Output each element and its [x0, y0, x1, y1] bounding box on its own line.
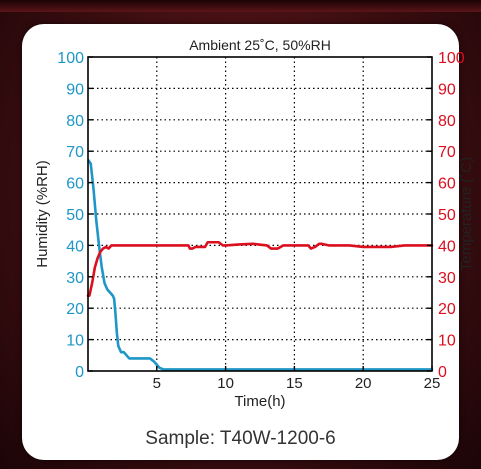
y-right-axis-label: Temperature (˚C): [458, 157, 475, 271]
temperature-series-line: [86, 240, 434, 297]
y-left-tick-label: 20: [66, 301, 84, 318]
y-left-tick-label: 100: [57, 50, 84, 67]
y-right-tick-label: 50: [438, 207, 456, 224]
y-left-tick-label: 80: [66, 113, 84, 130]
y-right-tick-label: 70: [438, 144, 456, 161]
chart-panel: [22, 24, 459, 460]
y-left-tick-label: 40: [66, 238, 84, 255]
humidity-series-line: [87, 159, 434, 371]
y-right-tick-label: 20: [438, 301, 456, 318]
chart-title: Ambient 25˚C, 50%RH: [189, 37, 331, 53]
x-tick-label: 15: [286, 375, 303, 392]
y-left-tick-label: 60: [66, 176, 84, 193]
y-left-tick-label: 30: [66, 270, 84, 287]
y-right-tick-label: 0: [438, 364, 447, 381]
frame-top-band: [0, 0, 481, 12]
y-right-tick-label: 90: [438, 81, 456, 98]
x-tick-label: 20: [355, 375, 372, 392]
y-right-tick-label: 80: [438, 113, 456, 130]
y-left-tick-label: 10: [66, 333, 84, 350]
y-left-tick-label: 0: [75, 364, 84, 381]
x-tick-label: 10: [217, 375, 234, 392]
y-right-tick-label: 10: [438, 333, 456, 350]
y-right-tick-label: 30: [438, 270, 456, 287]
sample-caption: Sample: T40W-1200-6: [145, 428, 336, 449]
x-axis-label: Time(h): [234, 393, 285, 410]
y-right-tick-label: 60: [438, 176, 456, 193]
y-left-tick-label: 90: [66, 81, 84, 98]
x-tick-label: 5: [153, 375, 161, 392]
y-left-tick-label: 70: [66, 144, 84, 161]
y-right-tick-label: 100: [438, 50, 465, 67]
y-left-tick-label: 50: [66, 207, 84, 224]
x-tick-label: 25: [424, 375, 441, 392]
y-left-axis-label: Humidity (%RH): [34, 160, 51, 268]
y-right-tick-label: 40: [438, 238, 456, 255]
